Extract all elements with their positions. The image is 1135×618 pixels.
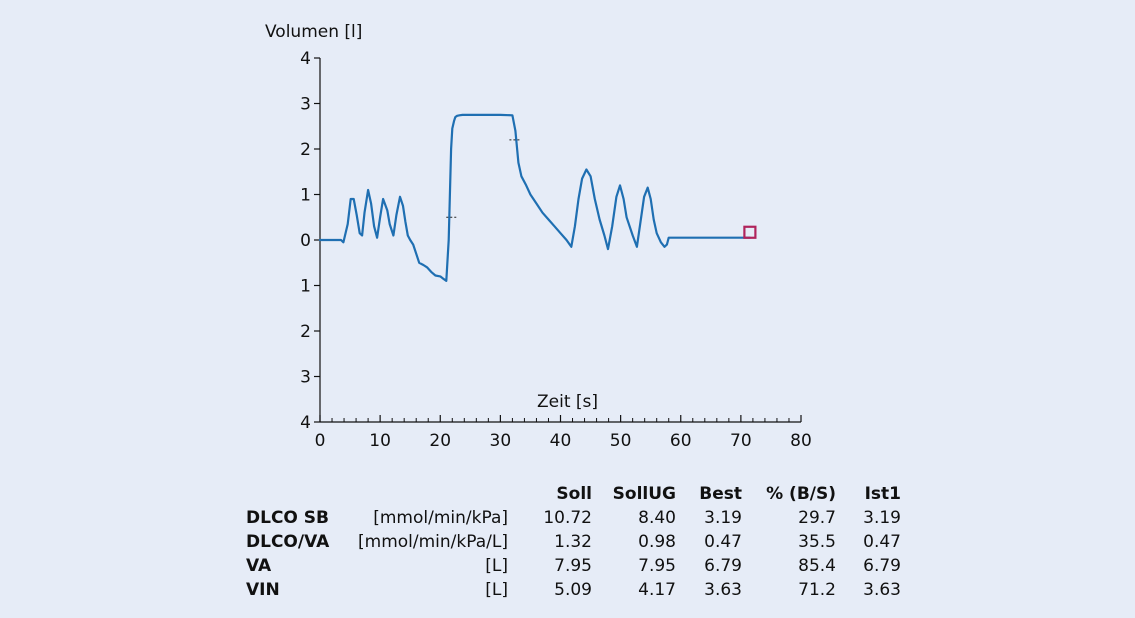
cell-value: 1.32	[554, 532, 592, 552]
cell-value: 35.5	[798, 532, 836, 552]
cell-value: 6.79	[863, 556, 901, 576]
table-row: DLCO SB [mmol/min/kPa] 10.72 8.40 3.19 2…	[246, 506, 901, 530]
cell-value: 0.98	[638, 532, 676, 552]
y-tick-label: 4	[300, 413, 311, 433]
y-axis-ticks: 4 3 2 1 0 1 2 3 4	[300, 49, 320, 433]
x-tick-label: 0	[315, 431, 326, 451]
cell-value: 4.17	[638, 580, 676, 600]
y-tick-label: 2	[300, 322, 311, 342]
header-soll: Soll	[556, 484, 592, 504]
table-row: VA [L] 7.95 7.95 6.79 85.4 6.79	[246, 554, 901, 578]
volume-series-line	[318, 113, 751, 282]
y-tick-label: 1	[300, 186, 311, 206]
table-row: VIN [L] 5.09 4.17 3.63 71.2 3.63	[246, 578, 901, 602]
header-spacer	[246, 482, 346, 506]
x-tick-label: 50	[610, 431, 632, 451]
x-tick-label: 10	[369, 431, 391, 451]
y-tick-label: 2	[300, 140, 311, 160]
row-name: VA	[246, 556, 272, 576]
cell-value: 3.19	[863, 508, 901, 528]
header-ist1: Ist1	[864, 484, 901, 504]
cell-value: 3.63	[863, 580, 901, 600]
cell-value: 0.47	[704, 532, 742, 552]
row-unit: [L]	[485, 556, 508, 576]
results-header-row: Soll SollUG Best % (B/S) Ist1	[246, 482, 901, 506]
header-spacer	[346, 482, 508, 506]
row-name: VIN	[246, 580, 280, 600]
y-tick-label: 3	[300, 95, 311, 115]
y-tick-label: 4	[300, 49, 311, 69]
cell-value: 85.4	[798, 556, 836, 576]
x-axis-ticks: 0 10 20 30 40 50 60 70 80	[315, 415, 812, 451]
row-name: DLCO SB	[246, 508, 329, 528]
cell-value: 3.19	[704, 508, 742, 528]
cell-value: 71.2	[798, 580, 836, 600]
y-tick-label: 1	[300, 277, 311, 297]
x-tick-label: 60	[670, 431, 692, 451]
cell-value: 7.95	[638, 556, 676, 576]
row-unit: [L]	[485, 580, 508, 600]
cell-value: 0.47	[863, 532, 901, 552]
row-name: DLCO/VA	[246, 532, 330, 552]
table-row: DLCO/VA [mmol/min/kPa/L] 1.32 0.98 0.47 …	[246, 530, 901, 554]
y-tick-label: 0	[300, 231, 311, 251]
cell-value: 8.40	[638, 508, 676, 528]
cell-value: 6.79	[704, 556, 742, 576]
chart-axes	[319, 58, 801, 423]
cell-value: 7.95	[554, 556, 592, 576]
y-tick-label: 3	[300, 368, 311, 388]
cell-value: 10.72	[543, 508, 592, 528]
x-axis-title: Zeit [s]	[537, 392, 598, 412]
x-tick-label: 40	[550, 431, 572, 451]
reference-marks	[446, 139, 522, 218]
end-marker	[743, 225, 757, 239]
row-unit: [mmol/min/kPa/L]	[358, 532, 508, 552]
x-tick-label: 30	[490, 431, 512, 451]
header-sollug: SollUG	[612, 484, 676, 504]
row-unit: [mmol/min/kPa]	[373, 508, 508, 528]
header-best: Best	[699, 484, 742, 504]
x-tick-label: 80	[790, 431, 812, 451]
header-percent: % (B/S)	[766, 484, 836, 504]
x-tick-label: 20	[429, 431, 451, 451]
x-tick-label: 70	[730, 431, 752, 451]
cell-value: 3.63	[704, 580, 742, 600]
results-table: Soll SollUG Best % (B/S) Ist1 DLCO SB [m…	[246, 482, 901, 602]
cell-value: 5.09	[554, 580, 592, 600]
y-axis-title: Volumen [l]	[265, 22, 362, 42]
cell-value: 29.7	[798, 508, 836, 528]
